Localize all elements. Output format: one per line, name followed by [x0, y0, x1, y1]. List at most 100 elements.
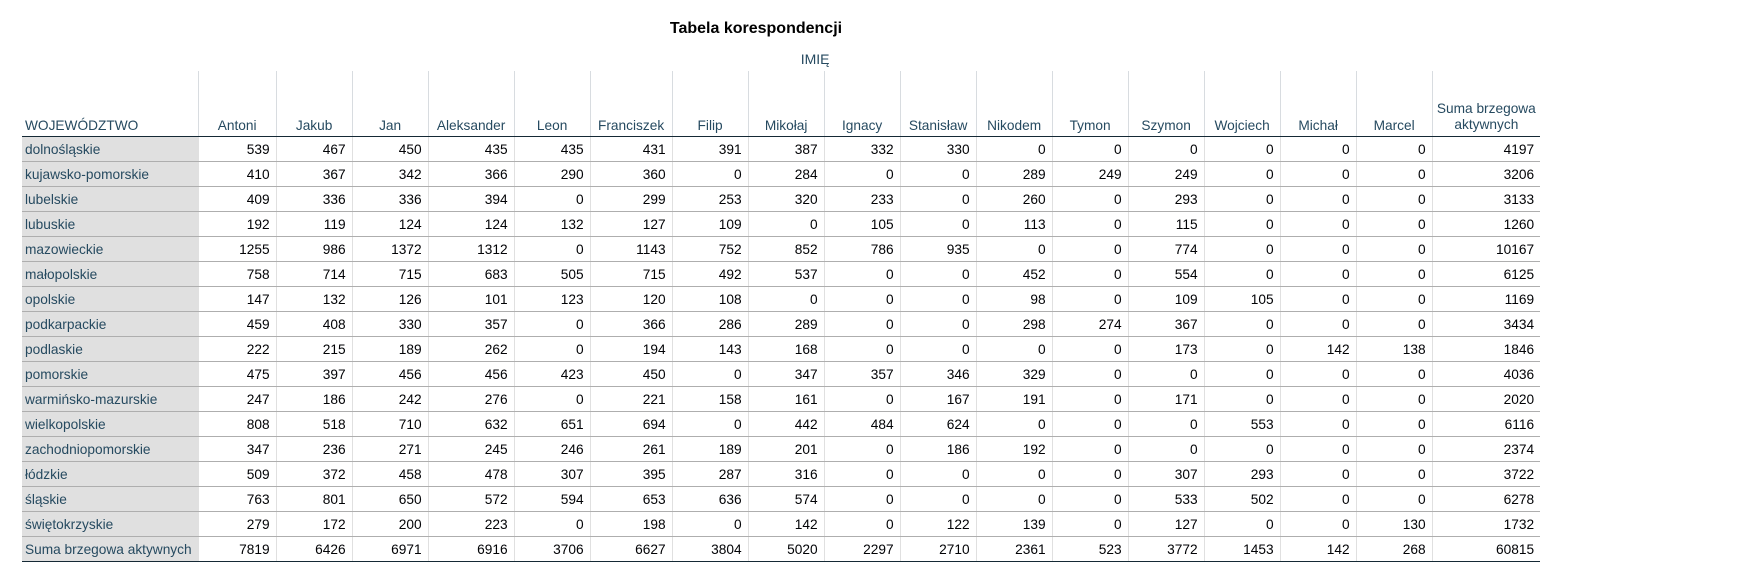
table-cell: 158	[671, 386, 749, 412]
table-cell: 0	[1355, 411, 1433, 437]
table-cell: 0	[671, 161, 749, 187]
table-cell: 459	[197, 311, 277, 337]
table-cell: 215	[275, 336, 353, 362]
table-cell: 271	[351, 436, 429, 462]
table-cell: 3804	[671, 536, 749, 562]
table-cell: 3722	[1431, 461, 1541, 487]
table-cell: 6116	[1431, 411, 1541, 437]
table-cell: 268	[1355, 536, 1433, 562]
table-cell: 262	[427, 336, 515, 362]
table-row: małopolskie 758 714 715 683 505 715 492 537 0 0 452…	[22, 261, 1541, 287]
table-cell: 284	[747, 161, 825, 187]
table-cell: 347	[747, 361, 825, 387]
table-cell: 0	[899, 286, 977, 312]
table-cell: 242	[351, 386, 429, 412]
table-cell: 298	[975, 311, 1053, 337]
table-cell: 0	[513, 236, 591, 262]
table-cell: 0	[899, 311, 977, 337]
table-cell: 360	[589, 161, 673, 187]
table-cell: 574	[747, 486, 825, 512]
table-cell: 1255	[197, 236, 277, 262]
table-cell: 0	[1279, 361, 1357, 387]
table-cell: 109	[671, 211, 749, 237]
table-cell: 132	[275, 286, 353, 312]
table-cell: 5020	[747, 536, 825, 562]
column-header: Filip	[671, 71, 749, 137]
table-cell: 0	[1051, 336, 1129, 362]
header-spacer	[1432, 46, 1540, 71]
table-row: opolskie 147 132 126 101 123 120 108 0 0 0 98 0 109 10…	[22, 286, 1541, 312]
table-cell: 650	[351, 486, 429, 512]
table-cell: 0	[1051, 461, 1129, 487]
table-cell: 478	[427, 461, 515, 487]
table-row: podkarpackie 459 408 330 357 0 366 286 289 0 0 298 2…	[22, 311, 1541, 337]
row-label: dolnośląskie	[22, 136, 199, 162]
table-cell: 126	[351, 286, 429, 312]
table-cell: 279	[197, 511, 277, 537]
table-cell: 423	[513, 361, 591, 387]
table-cell: 1453	[1203, 536, 1281, 562]
table-cell: 0	[513, 336, 591, 362]
table-cell: 0	[1279, 461, 1357, 487]
table-cell: 632	[427, 411, 515, 437]
column-header: Jakub	[275, 71, 353, 137]
table-cell: 0	[1203, 386, 1281, 412]
table-cell: 124	[351, 211, 429, 237]
table-cell: 2020	[1431, 386, 1541, 412]
table-cell: 0	[1279, 286, 1357, 312]
table-row: warmińsko-mazurskie 247 186 242 276 0 221 158 16…	[22, 386, 1541, 412]
table-cell: 442	[747, 411, 825, 437]
table-cell: 0	[899, 486, 977, 512]
table-cell: 0	[1279, 486, 1357, 512]
table-cell: 286	[671, 311, 749, 337]
table-row: zachodniopomorskie 347 236 271 245 246 261 189 2…	[22, 436, 1541, 462]
table-cell: 336	[275, 186, 353, 212]
table-row: Suma brzegowa aktywnych 7819 6426 6971 6916 3…	[22, 536, 1541, 562]
column-header: Franciszek	[589, 71, 673, 137]
table-cell: 105	[823, 211, 901, 237]
table-cell: 4036	[1431, 361, 1541, 387]
header-spacer	[22, 46, 198, 71]
table-row: lubuskie 192 119 124 124 132 127 109 0 105 0 113 0 11…	[22, 211, 1541, 237]
table-cell: 192	[197, 211, 277, 237]
table-cell: 189	[351, 336, 429, 362]
table-row: mazowieckie 1255 986 1372 1312 0 1143 752 852 786…	[22, 236, 1541, 262]
column-header: Marcel	[1355, 71, 1433, 137]
table-cell: 143	[671, 336, 749, 362]
row-label: małopolskie	[22, 261, 199, 287]
table-cell: 0	[975, 136, 1053, 162]
table-cell: 0	[1279, 186, 1357, 212]
table-cell: 0	[823, 436, 901, 462]
table-cell: 366	[427, 161, 515, 187]
column-header: Szymon	[1127, 71, 1205, 137]
table-cell: 119	[275, 211, 353, 237]
table-cell: 0	[1051, 186, 1129, 212]
table-cell: 0	[1355, 161, 1433, 187]
table-cell: 3206	[1431, 161, 1541, 187]
table-cell: 2297	[823, 536, 901, 562]
table-cell: 0	[1279, 161, 1357, 187]
table-cell: 6971	[351, 536, 429, 562]
table-cell: 6125	[1431, 261, 1541, 287]
table-cell: 752	[671, 236, 749, 262]
table-cell: 115	[1127, 211, 1205, 237]
column-header: Jan	[351, 71, 429, 137]
table-cell: 710	[351, 411, 429, 437]
table-cell: 553	[1203, 411, 1281, 437]
table-cell: 0	[1279, 211, 1357, 237]
table-cell: 307	[513, 461, 591, 487]
table-cell: 233	[823, 186, 901, 212]
table-cell: 935	[899, 236, 977, 262]
table-cell: 0	[1051, 411, 1129, 437]
table-cell: 332	[823, 136, 901, 162]
table-cell: 715	[351, 261, 429, 287]
table-cell: 456	[351, 361, 429, 387]
table-cell: 537	[747, 261, 825, 287]
table-cell: 167	[899, 386, 977, 412]
table-cell: 316	[747, 461, 825, 487]
row-label: wielkopolskie	[22, 411, 199, 437]
table-cell: 0	[1355, 311, 1433, 337]
column-header: Tymon	[1051, 71, 1129, 137]
table-cell: 0	[899, 461, 977, 487]
table-cell: 101	[427, 286, 515, 312]
